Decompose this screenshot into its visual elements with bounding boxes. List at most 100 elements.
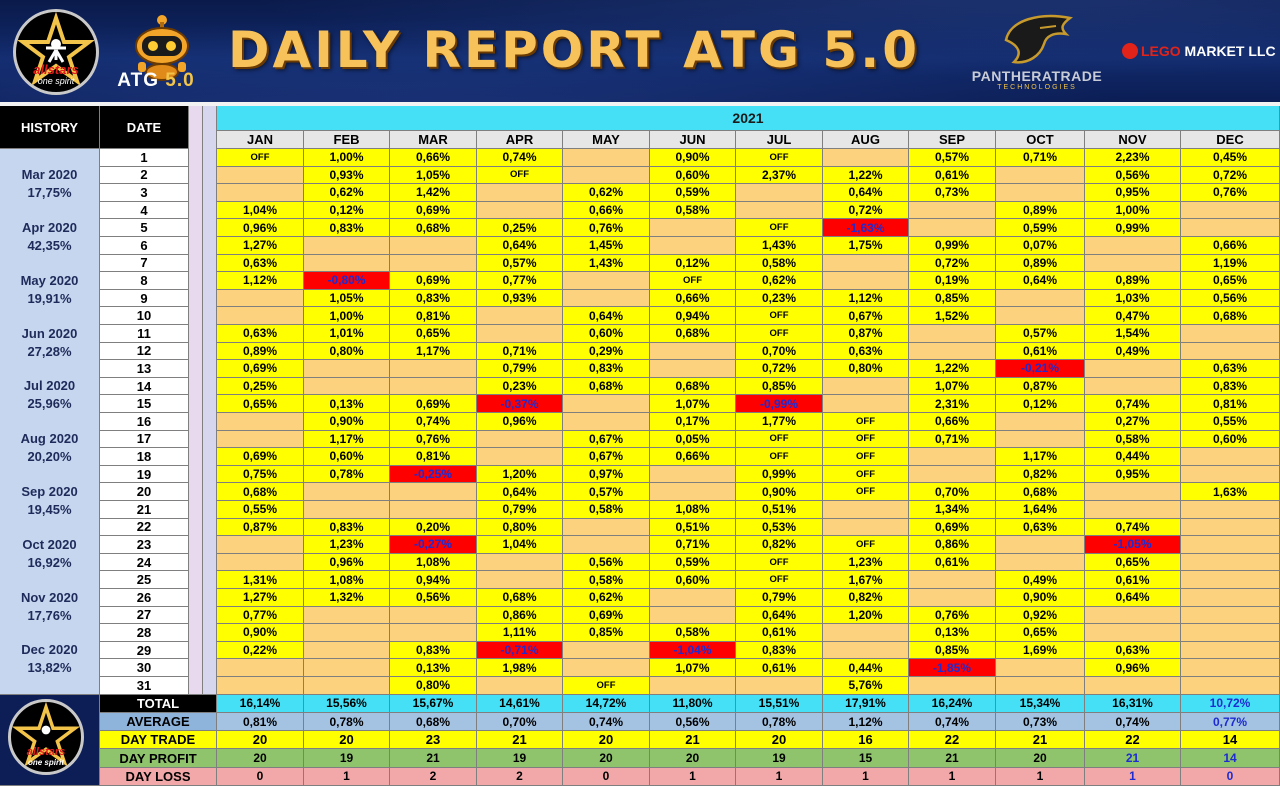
date-cell: 13 (100, 360, 189, 378)
day-value-cell (217, 536, 304, 554)
summary-label-day-profit: DAY PROFIT (100, 749, 217, 768)
history-entry: Mar 2020 17,75% (0, 157, 100, 211)
day-value-cell: 0,95% (1085, 184, 1181, 202)
day-value-cell: 1,00% (304, 307, 390, 325)
day-value-cell: 1,64% (996, 501, 1085, 519)
day-value-cell: 0,12% (650, 254, 736, 273)
day-value-cell (650, 360, 736, 378)
summary-value-day-loss: 0 (563, 767, 650, 786)
panthera-name: PANTHERATRADE (971, 68, 1103, 84)
day-value-cell (563, 536, 650, 554)
day-value-cell: 1,08% (304, 571, 390, 589)
day-value-cell: 0,94% (650, 307, 736, 325)
day-value-cell (996, 536, 1085, 554)
day-value-cell: 0,86% (909, 536, 996, 554)
day-value-cell: 1,54% (1085, 325, 1181, 343)
day-value-cell (823, 501, 909, 519)
date-cell: 30 (100, 659, 189, 677)
day-value-cell: OFF (823, 448, 909, 466)
day-value-cell: 1,32% (304, 589, 390, 607)
day-value-cell: 0,79% (736, 589, 823, 607)
summary-value-day-profit: 14 (1181, 749, 1280, 768)
day-value-cell: 0,23% (736, 289, 823, 308)
day-value-cell (909, 325, 996, 343)
day-value-cell (650, 483, 736, 501)
summary-value-day-profit: 21 (909, 749, 996, 768)
day-value-cell (823, 272, 909, 290)
day-value-cell: 0,79% (477, 501, 563, 519)
day-value-cell: 0,29% (563, 342, 650, 361)
summary-value-day-profit: 19 (477, 749, 563, 768)
year-header: 2021 (217, 106, 1280, 131)
summary-value-average: 0,78% (304, 712, 390, 732)
history-month: May 2020 (20, 272, 79, 288)
day-value-cell: OFF (736, 219, 823, 237)
history-month: Oct 2020 (22, 536, 77, 552)
summary-value-day-loss: 1 (909, 767, 996, 786)
day-value-cell (909, 571, 996, 589)
day-value-cell: 1,17% (390, 342, 477, 361)
day-value-cell: 0,07% (996, 237, 1085, 255)
day-value-cell: 1,23% (304, 536, 390, 554)
day-value-cell: 1,17% (304, 430, 390, 449)
day-value-cell (823, 518, 909, 537)
day-value-cell: 1,43% (563, 254, 650, 273)
day-value-cell (1085, 360, 1181, 378)
month-header-may: MAY (563, 131, 650, 149)
summary-value-total: 15,34% (996, 694, 1085, 713)
day-value-cell: 0,72% (1181, 166, 1280, 185)
day-value-cell: 0,96% (1085, 659, 1181, 677)
day-value-cell: 0,99% (1085, 219, 1181, 237)
day-value-cell: OFF (736, 149, 823, 167)
month-header-dec: DEC (1181, 131, 1280, 149)
day-value-cell: 0,45% (1181, 149, 1280, 167)
day-value-cell: 1,23% (823, 553, 909, 572)
date-cell: 10 (100, 307, 189, 325)
date-cell: 26 (100, 589, 189, 607)
history-filler (0, 685, 100, 695)
date-cell: 4 (100, 201, 189, 220)
date-cell: 16 (100, 413, 189, 431)
spacer-column (189, 106, 203, 695)
panthera-sub: TECHNOLOGIES (997, 84, 1077, 91)
day-value-cell: 1,27% (217, 589, 304, 607)
day-value-cell: 0,61% (909, 553, 996, 572)
day-value-cell: 0,65% (1085, 553, 1181, 572)
day-value-cell (1085, 377, 1181, 396)
day-value-cell: 0,68% (996, 483, 1085, 501)
summary-value-day-trade: 22 (1085, 731, 1181, 750)
month-header-feb: FEB (304, 131, 390, 149)
day-value-cell: 0,83% (390, 289, 477, 308)
day-value-cell (909, 465, 996, 484)
summary-value-day-profit: 20 (217, 749, 304, 768)
summary-value-total: 14,61% (477, 694, 563, 713)
summary-value-total: 14,72% (563, 694, 650, 713)
history-value: 13,82% (27, 660, 72, 676)
star-icon (11, 701, 81, 767)
date-cell: 23 (100, 536, 189, 554)
day-value-cell: 1,22% (909, 360, 996, 378)
day-value-cell (304, 641, 390, 660)
day-value-cell: 0,05% (650, 430, 736, 449)
day-value-cell: 0,78% (304, 465, 390, 484)
day-value-cell: 1,75% (823, 237, 909, 255)
summary-value-total: 10,72% (1181, 694, 1280, 713)
day-value-cell (909, 342, 996, 361)
day-value-cell: 0,57% (477, 254, 563, 273)
day-value-cell: 0,61% (996, 342, 1085, 361)
day-value-cell: -0,99% (736, 395, 823, 413)
summary-value-total: 15,67% (390, 694, 477, 713)
day-value-cell: OFF (736, 430, 823, 449)
summary-value-total: 11,80% (650, 694, 736, 713)
day-value-cell: 1,17% (996, 448, 1085, 466)
history-entry: Jul 2020 25,96% (0, 369, 100, 422)
day-value-cell (217, 307, 304, 325)
summary-value-day-profit: 15 (823, 749, 909, 768)
day-value-cell: -1,85% (909, 659, 996, 677)
page-title: DAILY REPORT ATG 5.0 (228, 21, 921, 79)
day-value-cell: 0,90% (304, 413, 390, 431)
day-value-cell: 1,52% (909, 307, 996, 325)
date-header: DATE (100, 106, 189, 149)
day-value-cell: OFF (823, 430, 909, 449)
day-value-cell (563, 272, 650, 290)
